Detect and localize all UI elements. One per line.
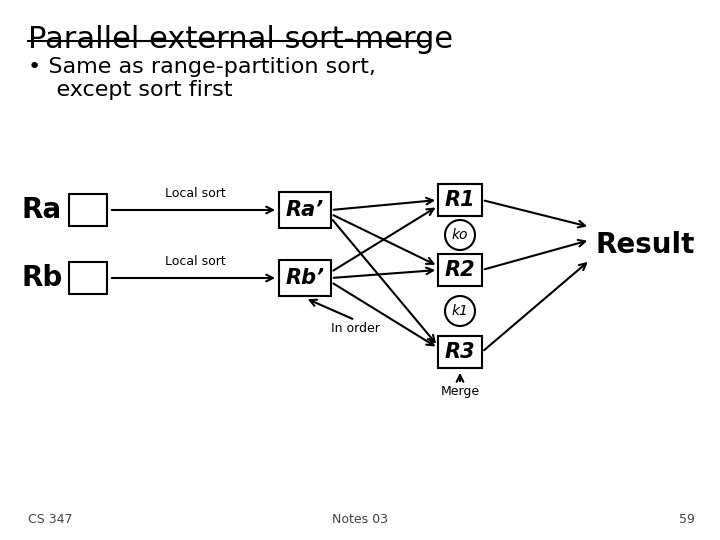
Text: • Same as range-partition sort,: • Same as range-partition sort, [28,57,376,77]
Bar [69,262,107,294]
Bar [279,192,331,228]
Text: R1: R1 [445,190,475,210]
Text: Merge: Merge [441,385,480,398]
Bar [438,336,482,368]
Bar [438,184,482,216]
Text: In order: In order [330,322,379,335]
Text: Ra’: Ra’ [286,200,324,220]
Text: R3: R3 [445,342,475,362]
Circle shape [445,296,475,326]
Text: Notes 03: Notes 03 [332,513,388,526]
Text: CS 347: CS 347 [28,513,73,526]
Text: Ra: Ra [22,196,62,224]
Text: ko: ko [451,228,468,242]
Text: except sort first: except sort first [28,80,233,100]
Text: Rb: Rb [22,264,63,292]
Text: R2: R2 [445,260,475,280]
Bar [438,254,482,286]
Text: 59: 59 [679,513,695,526]
Text: Rb’: Rb’ [286,268,325,288]
Text: Local sort: Local sort [165,187,225,200]
Text: Parallel external sort-merge: Parallel external sort-merge [28,25,453,54]
Text: k1: k1 [451,304,469,318]
Text: Local sort: Local sort [165,255,225,268]
Text: Result: Result [595,231,694,259]
Bar [279,260,331,296]
Bar [69,194,107,226]
Circle shape [445,220,475,250]
